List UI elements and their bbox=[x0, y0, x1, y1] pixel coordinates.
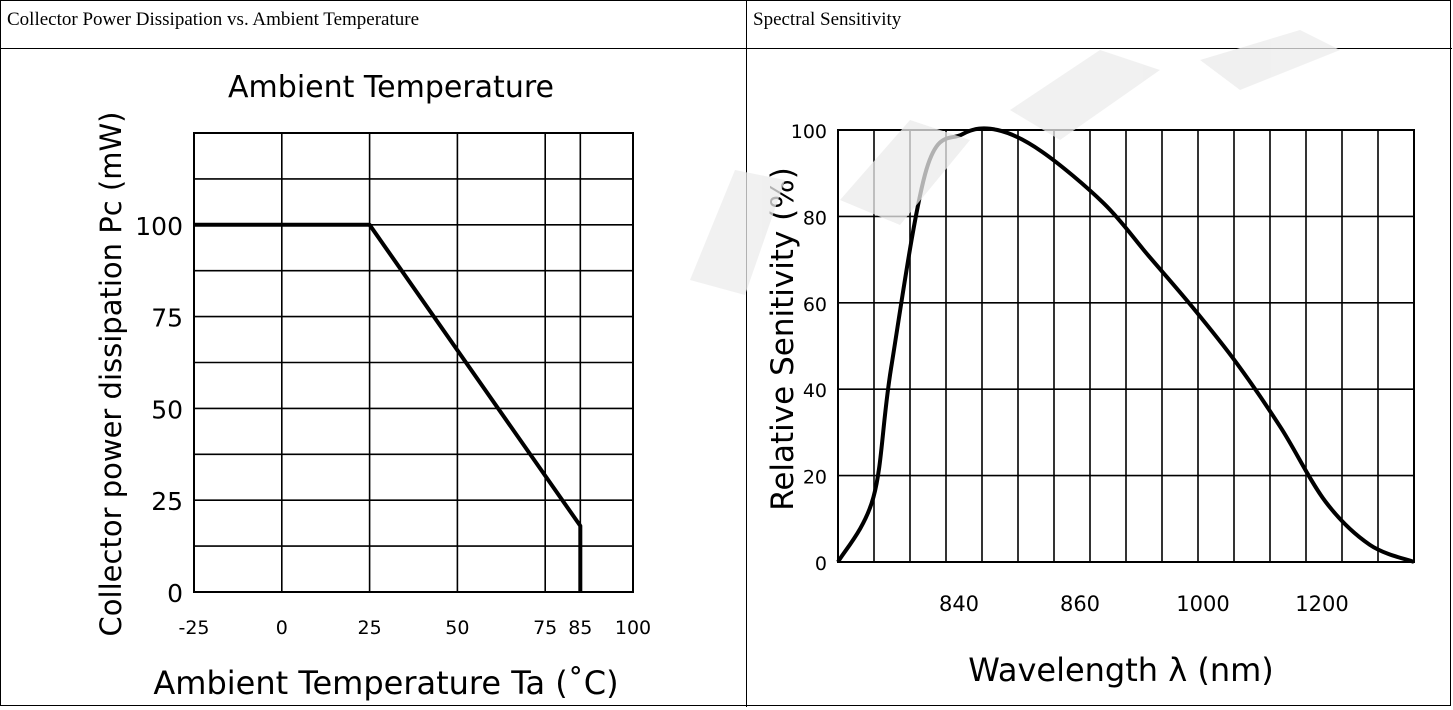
x-tick-label: 100 bbox=[615, 617, 651, 639]
y-tick-label: 60 bbox=[803, 294, 827, 316]
chart-title: Ambient Temperature bbox=[228, 70, 554, 105]
x-tick-label: 25 bbox=[358, 617, 382, 639]
left-chart-header: Collector Power Dissipation vs. Ambient … bbox=[1, 1, 747, 49]
spectral-sensitivity-chart-cell: 0 20 40 60 80 100 840 860 1000 1200 Wavelength λ (… bbox=[747, 49, 1452, 707]
x-tick-label: 75 bbox=[533, 617, 557, 639]
series-line bbox=[836, 126, 1415, 564]
x-tick-label: 840 bbox=[939, 592, 979, 616]
y-tick-label: 25 bbox=[151, 487, 183, 516]
plot-frame bbox=[193, 132, 634, 593]
right-chart-header: Spectral Sensitivity bbox=[747, 1, 1452, 49]
x-tick-label: 1000 bbox=[1176, 592, 1229, 616]
y-axis-label: Relative Senitivity (%) bbox=[765, 167, 801, 511]
power-dissipation-chart-cell: Ambient Temperature 0 25 50 75 100 -25 0 25 50 75 8… bbox=[1, 49, 747, 707]
y-tick-label: 50 bbox=[151, 395, 183, 424]
y-tick-label: 40 bbox=[803, 380, 827, 402]
y-tick-label: 80 bbox=[803, 207, 827, 229]
y-tick-label: 0 bbox=[815, 553, 827, 575]
series-line bbox=[194, 222, 583, 592]
x-axis-label: Ambient Temperature Ta (˚C) bbox=[153, 664, 618, 702]
power-dissipation-chart: Ambient Temperature 0 25 50 75 100 -25 0 25 50 75 8… bbox=[94, 70, 651, 702]
x-tick-label: 1200 bbox=[1295, 592, 1348, 616]
y-tick-label: 75 bbox=[151, 304, 183, 333]
y-tick-label: 20 bbox=[803, 467, 827, 489]
y-tick-label: 0 bbox=[167, 579, 183, 608]
y-axis-label: Collector power dissipation Pc (mW) bbox=[94, 112, 128, 637]
x-tick-label: -25 bbox=[178, 617, 209, 639]
x-axis-label: Wavelength λ (nm) bbox=[968, 651, 1274, 689]
x-tick-label: 85 bbox=[568, 617, 592, 639]
x-tick-label: 50 bbox=[445, 617, 469, 639]
y-tick-label: 100 bbox=[135, 212, 183, 241]
y-tick-label: 100 bbox=[791, 121, 827, 143]
x-tick-label: 0 bbox=[276, 617, 288, 639]
x-tick-label: 860 bbox=[1060, 592, 1100, 616]
spectral-sensitivity-chart: 0 20 40 60 80 100 840 860 1000 1200 Wavelength λ (… bbox=[765, 121, 1415, 689]
